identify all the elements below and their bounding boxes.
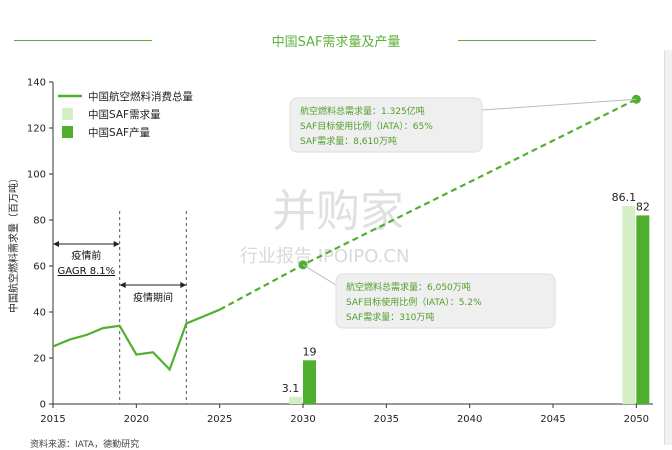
y-tick-label: 80 <box>33 216 46 227</box>
x-tick-label: 2035 <box>374 414 399 425</box>
bar-label-production: 19 <box>303 345 317 358</box>
period-sublabel-pre: GAGR 8.1% <box>57 266 115 277</box>
callout-text: SAF目标使用比例（IATA）：65% <box>300 120 433 132</box>
callout-text: 航空燃料总需求量：1.325亿吨 <box>300 105 425 117</box>
y-tick-label: 140 <box>27 78 46 89</box>
callout-leader <box>302 264 337 286</box>
callout-text: SAF需求量：8,610万吨 <box>300 135 397 147</box>
y-tick-label: 120 <box>27 124 46 135</box>
bar-label-demand: 3.1 <box>282 382 300 395</box>
chart-marks: 3.1 19 86.182 <box>52 94 650 404</box>
title-rule-left <box>14 40 152 41</box>
x-tick-label: 2040 <box>457 414 482 425</box>
y-tick-label: 0 <box>40 400 46 411</box>
x-tick-label: 2025 <box>207 414 232 425</box>
x-tick-label: 2050 <box>624 414 649 425</box>
legend-label: 中国航空燃料消费总量 <box>88 90 193 103</box>
y-tick-label: 60 <box>33 262 46 273</box>
bar-saf-demand <box>289 396 302 404</box>
chart-title: 中国SAF需求量及产量 <box>271 35 401 50</box>
y-tick-label: 20 <box>33 354 46 365</box>
y-tick-label: 100 <box>27 170 46 181</box>
bar-label-production: 82 <box>636 200 650 213</box>
y-axis-title: 中国航空燃料需求量（百万吨） <box>7 173 20 313</box>
source-note: 资料来源：IATA，德勤研究 <box>30 440 140 450</box>
annotations: 航空燃料总需求量：1.325亿吨 SAF目标使用比例（IATA）：65% SAF需求… <box>289 97 637 329</box>
x-tick-label: 2015 <box>40 414 65 425</box>
callout-text: 航空燃料总需求量：6,050万吨 <box>346 281 471 293</box>
watermark: 并购家 行业报告 IPOIPO.CN <box>240 186 409 267</box>
bar-saf-production <box>636 215 650 404</box>
callout-text: SAF需求量：310万吨 <box>346 311 434 323</box>
period-arrow-during-head-right <box>180 282 187 288</box>
callout-box <box>289 97 483 153</box>
bar-label-demand: 86.1 <box>612 191 637 204</box>
period-label-during: 疫情期间 <box>133 291 173 304</box>
legend-swatch-bar <box>62 126 73 138</box>
legend-label: 中国SAF需求量 <box>88 108 161 121</box>
callout-text: SAF目标使用比例（IATA）：5.2% <box>346 296 482 308</box>
period-arrow-pre-head-right <box>113 241 120 247</box>
x-tick-label: 2020 <box>124 414 149 425</box>
callout-box <box>335 273 556 329</box>
watermark-sub: 行业报告 IPOIPO.CN <box>240 246 409 267</box>
consumption-line-actual <box>52 308 221 372</box>
title-rule-right <box>458 40 596 41</box>
legend-swatch-bar <box>62 108 73 120</box>
scrollbar[interactable] <box>664 50 672 445</box>
period-label-pre: 疫情前 <box>71 249 101 262</box>
period-arrow-pre-head-left <box>53 241 59 247</box>
bar-saf-production <box>303 360 316 404</box>
y-tick-label: 40 <box>33 308 46 319</box>
callout-leader <box>481 98 637 111</box>
bar-saf-demand <box>622 205 636 404</box>
watermark-main: 并购家 <box>272 186 404 237</box>
legend-label: 中国SAF产量 <box>88 126 151 139</box>
period-arrow-during-head-left <box>119 282 126 288</box>
x-tick-label: 2045 <box>540 414 565 425</box>
x-tick-label: 2030 <box>290 414 315 425</box>
